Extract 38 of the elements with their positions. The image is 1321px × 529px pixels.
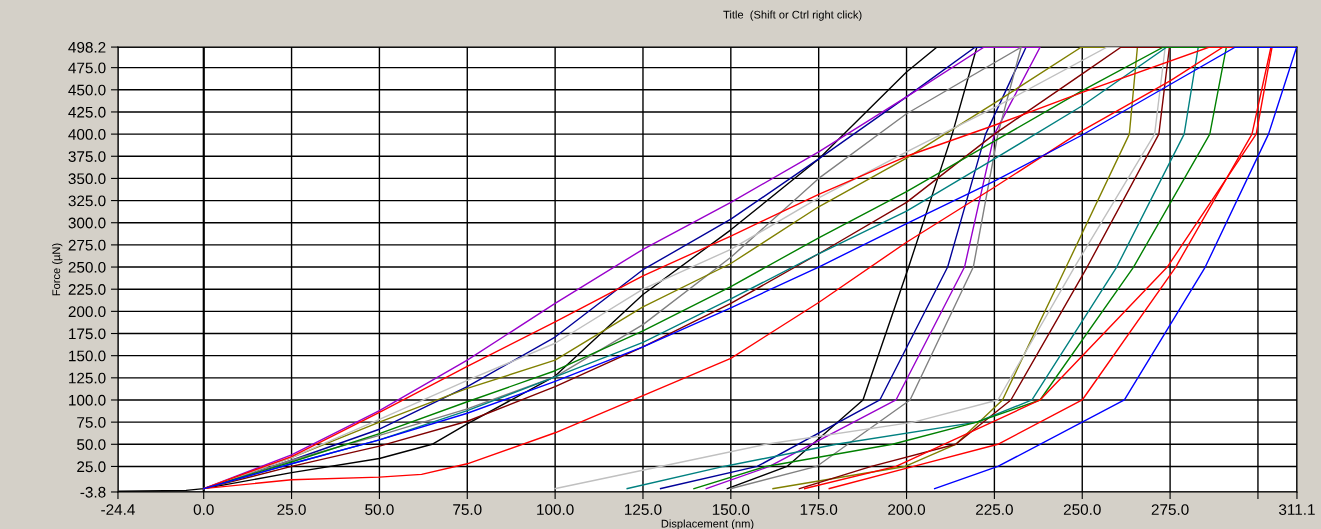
x-tick-label: -24.4 [101,504,135,515]
y-tick-label: 498.2 [68,41,106,53]
x-tick-label: 200.0 [888,504,926,515]
x-tick-label: 311.1 [1278,504,1315,515]
y-tick-label: 425.0 [68,106,106,118]
x-tick-label: 25.0 [277,504,306,515]
y-tick-label: 300.0 [68,217,106,229]
y-tick-label: 400.0 [68,128,106,140]
y-tick-label: 150.0 [69,350,106,362]
x-tick-label: 50.0 [365,504,394,515]
y-tick-label: 250.0 [68,261,106,273]
x-tick-label: 275.0 [1151,504,1189,515]
y-tick-label: 25.0 [77,461,106,473]
y-tick-label: 200.0 [68,306,106,318]
y-tick-label: 475.0 [68,62,106,74]
x-tick-label: 250.0 [1063,504,1101,515]
y-tick-label: 350.0 [68,173,106,185]
x-tick-label: 225.0 [976,504,1013,515]
x-tick-label: 100.0 [537,504,574,515]
x-tick-label: 175.0 [800,504,838,515]
y-tick-label: 325.0 [68,195,106,207]
x-axis-title: Displacement (nm) [661,519,754,529]
y-axis-title: Force (µN) [52,243,63,296]
y-tick-label: 375.0 [68,151,106,162]
x-tick-label: 75.0 [453,504,482,515]
y-tick-label: 100.0 [69,394,106,406]
y-tick-label: 275.0 [68,239,106,251]
y-tick-label: 50.0 [77,439,106,450]
y-tick-label: 175.0 [69,328,106,340]
x-tick-label: 125.0 [625,504,662,515]
y-tick-label: 225.0 [68,284,106,295]
y-tick-label: 75.0 [77,417,106,428]
chart-title: Title (Shift or Ctrl right click) [723,10,862,21]
x-tick-label: 0.0 [193,504,214,515]
x-tick-label: 150.0 [712,504,750,515]
y-tick-label: -3.8 [80,486,106,498]
y-tick-label: 125.0 [69,372,106,384]
y-tick-label: 450.0 [68,84,106,96]
